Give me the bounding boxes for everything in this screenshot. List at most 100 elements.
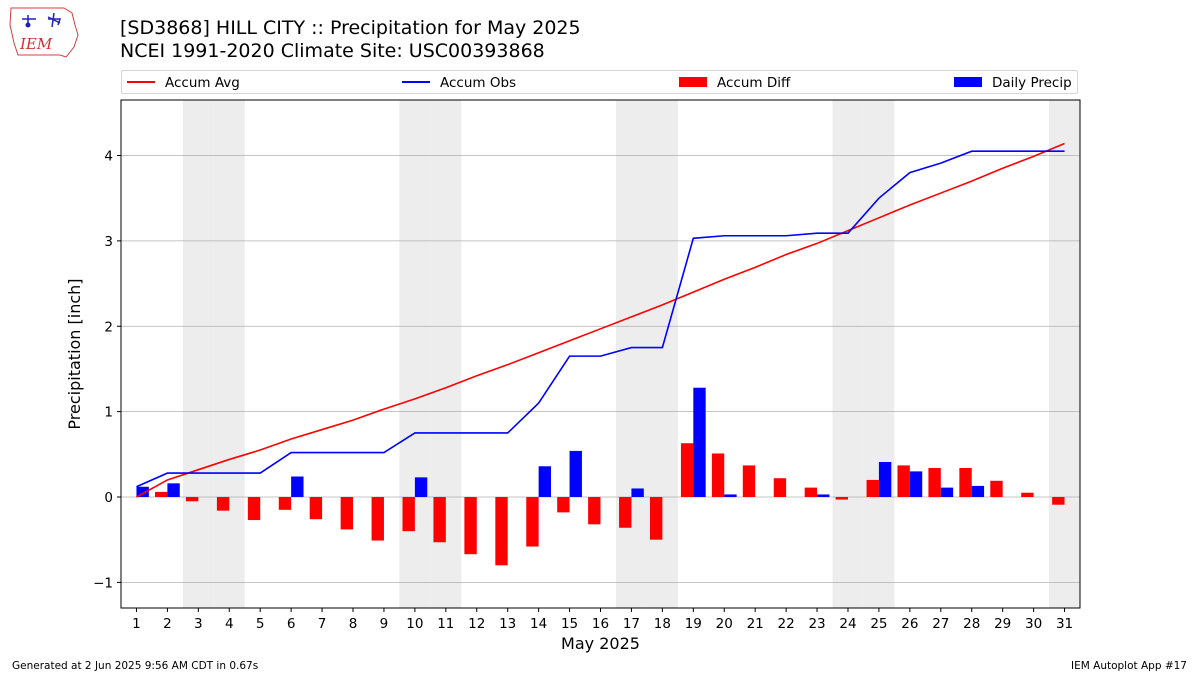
app-credit: IEM Autoplot App #17 [1071, 660, 1187, 672]
daily-precip-bar [909, 471, 923, 498]
accum-diff-bar [309, 497, 323, 520]
y-axis-label: Precipitation [inch] [65, 278, 84, 429]
daily-precip-bar [414, 477, 428, 498]
iem-logo: IEM [9, 7, 79, 58]
y-tick-label: 1 [104, 405, 113, 421]
x-tick-label: 2 [163, 616, 172, 632]
legend-label-daily-precip: Daily Precip [992, 75, 1072, 91]
weekend-shade [182, 100, 214, 608]
legend-label-accum-diff: Accum Diff [717, 75, 791, 91]
accum-diff-bar [247, 497, 261, 521]
legend-label-accum-avg: Accum Avg [165, 75, 240, 91]
accum-diff-bar [680, 443, 694, 498]
x-tick-label: 5 [256, 616, 265, 632]
x-tick-label: 30 [1025, 616, 1042, 632]
y-tick-label: 3 [104, 234, 113, 250]
x-tick-label: 16 [592, 616, 609, 632]
y-tick-label: −1 [93, 575, 113, 591]
legend-swatch-accum-diff [679, 77, 707, 87]
y-tick-label: 0 [104, 490, 113, 506]
x-tick-label: 11 [437, 616, 454, 632]
x-tick-label: 23 [808, 616, 825, 632]
y-tick-label: 2 [104, 319, 113, 335]
plot-frame [120, 99, 1081, 609]
x-tick-label: 29 [994, 616, 1011, 632]
weekend-shade [399, 100, 431, 608]
daily-precip-bar [167, 483, 180, 498]
accum-diff-bar [402, 497, 415, 532]
x-tick-label: 22 [778, 616, 795, 632]
weekend-shade [863, 100, 895, 608]
daily-precip-bar [569, 450, 582, 498]
accum-diff-bar [433, 497, 446, 543]
weekend-shade [213, 100, 245, 608]
x-tick-label: 1 [132, 616, 141, 632]
x-tick-label: 7 [318, 616, 327, 632]
accum-diff-bar [588, 497, 601, 525]
accum-diff-bar [557, 497, 570, 513]
x-tick-label: 15 [561, 616, 578, 632]
accum-diff-bar [835, 497, 848, 500]
logo-text: IEM [19, 35, 53, 53]
accum-obs-line [136, 150, 1065, 488]
legend-label-accum-obs: Accum Obs [440, 75, 517, 91]
x-tick-label: 31 [1056, 616, 1073, 632]
daily-precip-bar [940, 487, 954, 498]
x-tick-label: 28 [963, 616, 980, 632]
chart-legend: Accum Avg Accum Obs Accum Diff Daily Pre… [121, 70, 1078, 94]
accum-diff-bar [495, 497, 508, 566]
x-tick-label: 17 [623, 616, 640, 632]
x-axis-label: May 2025 [561, 634, 640, 653]
x-tick-label: 12 [468, 616, 485, 632]
x-tick-label: 24 [839, 616, 856, 632]
x-tick-label: 14 [530, 616, 547, 632]
legend-swatch-accum-avg [127, 81, 155, 83]
accum-diff-bar [804, 487, 818, 498]
accum-diff-bar [866, 479, 879, 498]
weekend-shade [832, 100, 864, 608]
accum-diff-bar [897, 465, 910, 498]
accum-diff-bar [928, 467, 941, 498]
accum-diff-bar [990, 480, 1003, 498]
legend-item-accum-avg: Accum Avg [127, 74, 240, 92]
legend-item-accum-obs: Accum Obs [402, 74, 516, 92]
daily-precip-bar [878, 462, 892, 498]
daily-precip-bar [817, 494, 830, 498]
accum-diff-bar [340, 497, 354, 530]
x-tick-label: 21 [747, 616, 764, 632]
x-tick-label: 25 [870, 616, 887, 632]
accum-diff-bar [959, 467, 972, 498]
chart-subtitle: NCEI 1991-2020 Climate Site: USC00393868 [120, 40, 545, 62]
daily-precip-bar [631, 488, 644, 498]
accum-diff-bar [1052, 497, 1065, 505]
accum-diff-bar [526, 497, 539, 547]
y-tick-label: 4 [104, 148, 113, 164]
x-tick-label: 19 [685, 616, 702, 632]
accum-diff-bar [464, 497, 477, 555]
daily-precip-bar [693, 387, 706, 498]
x-tick-label: 9 [380, 616, 389, 632]
accum-diff-bar [216, 497, 230, 511]
x-tick-label: 3 [194, 616, 203, 632]
accum-diff-bar [773, 478, 787, 498]
x-tick-label: 27 [932, 616, 949, 632]
legend-item-accum-diff: Accum Diff [679, 74, 790, 92]
accum-diff-bar [742, 465, 756, 498]
daily-precip-bar [136, 486, 149, 498]
accum-diff-bar [185, 497, 199, 502]
accum-diff-bar [649, 497, 663, 540]
x-tick-label: 18 [654, 616, 671, 632]
accum-diff-bar [619, 497, 632, 528]
generated-timestamp: Generated at 2 Jun 2025 9:56 AM CDT in 0… [12, 660, 259, 672]
accum-diff-bar [371, 497, 384, 541]
x-tick-label: 26 [901, 616, 918, 632]
accum-diff-bar [1021, 492, 1034, 498]
weekend-shade [1049, 100, 1080, 608]
weekend-shade [615, 100, 647, 608]
legend-item-daily-precip: Daily Precip [954, 74, 1072, 92]
daily-precip-bar [538, 466, 552, 498]
chart-title: [SD3868] HILL CITY :: Precipitation for … [120, 17, 581, 39]
daily-precip-bar [971, 485, 985, 498]
accum-diff-bar [278, 497, 292, 510]
